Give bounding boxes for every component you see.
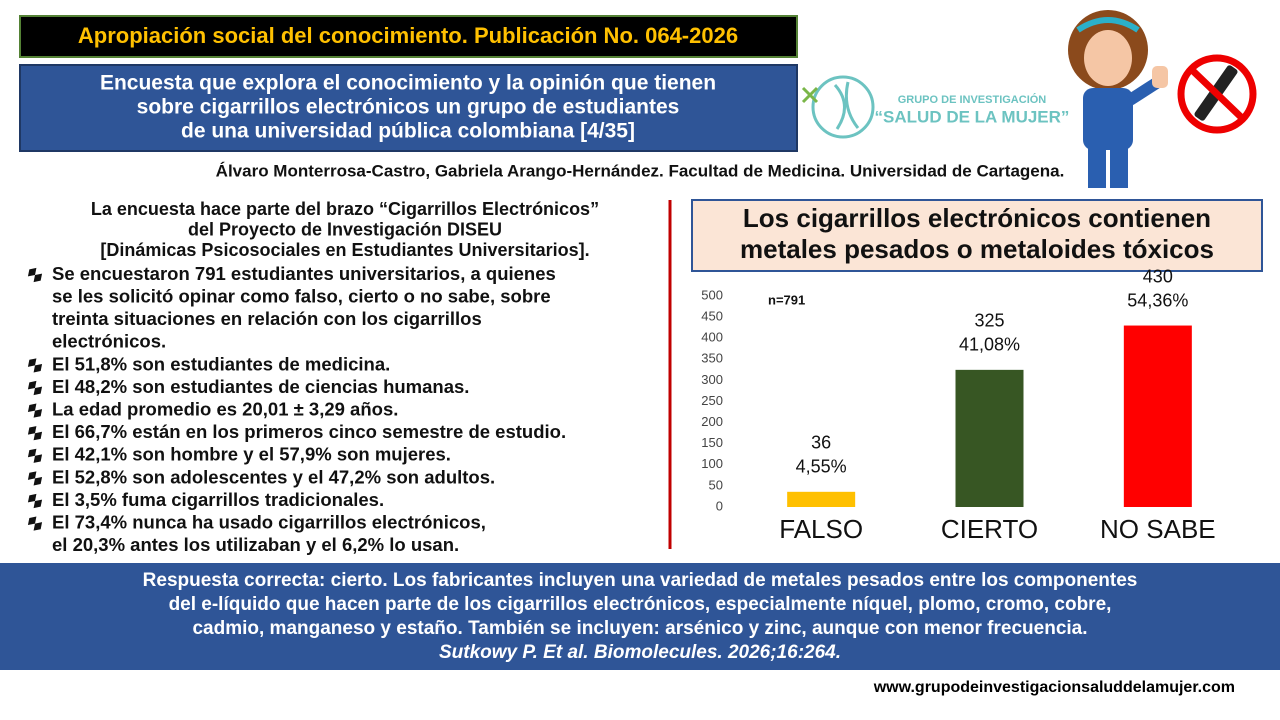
- website: www.grupodeinvestigacionsaluddelamujer.c…: [873, 679, 1235, 696]
- percent-label: 41,08%: [959, 335, 1020, 355]
- footer-line: Respuesta correcta: cierto. Los fabrican…: [143, 570, 1138, 591]
- y-tick-label: 450: [701, 309, 723, 324]
- bullet-icon: [27, 267, 43, 283]
- bullet-text: El 51,8% son estudiantes de medicina.: [52, 353, 390, 374]
- bullet-text: La edad promedio es 20,01 ± 3,29 años.: [52, 398, 398, 419]
- bullet-icon: [27, 448, 43, 463]
- logo-line1: GRUPO DE INVESTIGACIÓN: [898, 93, 1047, 106]
- bullet-text: electrónicos.: [52, 331, 166, 352]
- chart-title: metales pesados o metaloides tóxicos: [740, 234, 1214, 264]
- bullet-icon: [27, 493, 43, 509]
- annotation: n=791: [768, 292, 805, 307]
- chart-title-box: [691, 199, 1263, 272]
- bullet-icon: [27, 471, 43, 486]
- y-tick-label: 350: [701, 351, 723, 366]
- bullet-text: El 66,7% están en los primeros cinco sem…: [52, 421, 566, 442]
- bullet-text: El 3,5% fuma cigarrillos tradicionales.: [52, 489, 384, 510]
- intro-line: del Proyecto de Investigación DISEU: [188, 219, 502, 239]
- bullet-text: El 48,2% son estudiantes de ciencias hum…: [52, 376, 469, 397]
- chart-title: Los cigarrillos electrónicos contienen: [743, 203, 1211, 233]
- footer-line: cadmio, manganeso y estaño. También se i…: [192, 618, 1087, 639]
- title-line: Encuesta que explora el conocimiento y l…: [100, 72, 716, 95]
- y-tick-label: 150: [701, 435, 723, 450]
- footer-band: [0, 563, 1280, 670]
- title-line: sobre cigarrillos electrónicos un grupo …: [137, 96, 680, 119]
- y-tick-label: 50: [709, 477, 723, 492]
- x-tick-label: CIERTO: [941, 514, 1038, 544]
- x-tick-label: FALSO: [779, 514, 863, 544]
- bar: [1123, 325, 1192, 507]
- bullet-icon: [27, 516, 43, 531]
- y-tick-label: 100: [701, 456, 723, 471]
- logo: [801, 75, 875, 139]
- logo-line2: “SALUD DE LA MUJER”: [875, 107, 1070, 126]
- authors: Álvaro Monterrosa-Castro, Gabriela Arang…: [216, 161, 1065, 180]
- bullet-text: se les solicitó opinar como falso, ciert…: [52, 285, 551, 306]
- bullet-text: treinta situaciones en relación con los …: [52, 308, 482, 329]
- percent-label: 4,55%: [796, 457, 847, 477]
- y-tick-label: 400: [701, 330, 723, 345]
- bullet-text: el 20,3% antes los utilizaban y el 6,2% …: [52, 534, 459, 555]
- title-line: de una universidad pública colombiana [4…: [181, 120, 635, 143]
- bar: [955, 369, 1024, 507]
- footer-line: del e-líquido que hacen parte de los cig…: [169, 594, 1112, 615]
- bullet-text: El 42,1% son hombre y el 57,9% son mujer…: [52, 444, 451, 465]
- bullet-icon: [27, 358, 43, 373]
- intro-line: [Dinámicas Psicosociales en Estudiantes …: [100, 240, 589, 260]
- value-label: 36: [811, 433, 831, 453]
- bullet-icon: [27, 426, 43, 441]
- bar: [787, 491, 856, 507]
- bullet-icon: [27, 403, 43, 418]
- percent-label: 54,36%: [1127, 290, 1188, 310]
- y-tick-label: 300: [701, 372, 723, 387]
- intro-line: La encuesta hace parte del brazo “Cigarr…: [91, 199, 599, 219]
- y-tick-label: 500: [701, 287, 723, 302]
- character-illustration: [1068, 10, 1168, 188]
- y-tick-label: 0: [716, 498, 723, 513]
- citation: Sutkowy P. Et al. Biomolecules. 2026;16:…: [439, 642, 841, 663]
- y-tick-label: 200: [701, 414, 723, 429]
- bullet-text: El 73,4% nunca ha usado cigarrillos elec…: [52, 511, 486, 532]
- bullet-icon: [27, 380, 43, 396]
- bullet-text: El 52,8% son adolescentes y el 47,2% son…: [52, 466, 495, 487]
- x-tick-label: NO SABE: [1100, 514, 1216, 544]
- value-label: 325: [974, 311, 1004, 331]
- value-label: 430: [1143, 266, 1173, 286]
- publication: Apropiación social del conocimiento. Pub…: [78, 23, 738, 48]
- title-box: [19, 64, 798, 152]
- bullet-text: Se encuestaron 791 estudiantes universit…: [52, 263, 556, 284]
- publication-box: [19, 15, 798, 58]
- no-vaping-sign: [1177, 54, 1257, 134]
- y-tick-label: 250: [701, 393, 723, 408]
